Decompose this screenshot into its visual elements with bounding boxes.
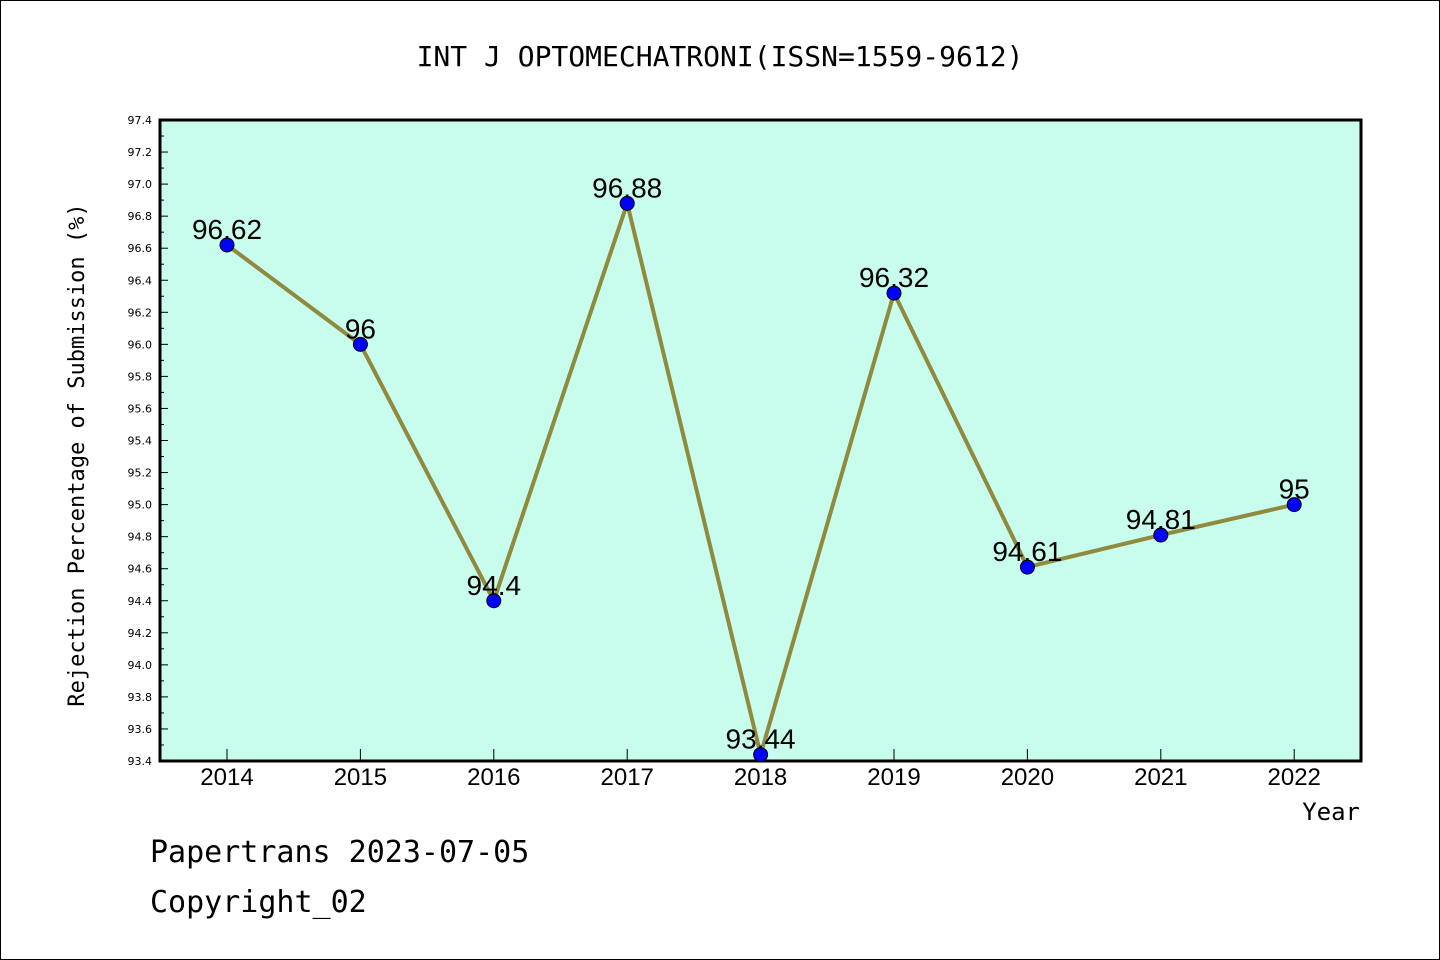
data-point [753,747,769,763]
data-label: 96.88 [592,172,662,203]
x-tick-label: 2016 [467,764,520,791]
data-labels: 96.62 96 94.4 96.88 93.44 96.32 94.61 94.81 95 [192,172,1310,754]
y-tick-label: 94.2 [128,627,153,640]
data-label: 94.4 [467,570,522,601]
x-tick-label: 2014 [200,764,253,791]
x-tick-label: 2019 [867,764,920,791]
x-axis: 2014 2015 2016 2017 2018 2019 2020 2021 2022 [200,749,1321,791]
y-tick-label: 97.0 [128,178,153,191]
plot-area [158,118,1363,763]
y-tick-label: 94.6 [128,563,153,576]
series-markers [219,195,1302,763]
y-tick-label: 95.4 [128,435,153,448]
y-tick-label: 94.0 [128,659,153,672]
y-tick-label: 94.8 [128,531,153,544]
data-label: 96.32 [859,262,929,293]
data-label: 96.62 [192,214,262,245]
y-tick-label: 96.4 [128,274,153,287]
y-tick-label: 93.6 [128,723,153,736]
x-tick-label: 2017 [601,764,654,791]
data-label: 94.61 [992,536,1062,567]
y-tick-label: 96.2 [128,306,153,319]
y-tick-label: 96.6 [128,242,153,255]
data-label: 95 [1279,474,1310,505]
y-tick-label: 95.8 [128,370,153,383]
data-label: 96 [345,313,376,344]
y-tick-label: 95.0 [128,499,153,512]
data-point [486,593,502,609]
data-point [1286,497,1302,513]
y-axis: 93.4 93.6 93.8 94.0 94.2 94.4 94.6 94.8 95.0 95.2… [128,114,168,768]
data-point [219,237,235,253]
y-tick-label: 96.8 [128,210,153,223]
x-tick-label: 2015 [334,764,387,791]
x-tick-label: 2018 [734,764,787,791]
data-point [352,336,368,352]
y-tick-label: 97.4 [128,114,153,127]
data-point [1019,559,1035,575]
data-label: 94.81 [1126,504,1196,535]
y-tick-label: 95.6 [128,402,153,415]
y-tick-label: 97.2 [128,146,153,159]
data-point [1153,527,1169,543]
y-tick-label: 94.4 [128,595,153,608]
data-label: 93.44 [726,724,796,755]
y-tick-label: 93.8 [128,691,153,704]
data-point [619,195,635,211]
y-tick-label: 93.4 [128,755,153,768]
x-axis-title: Year [1302,798,1360,826]
x-tick-label: 2021 [1134,764,1187,791]
x-tick-label: 2020 [1001,764,1054,791]
footer-date-line: Papertrans 2023-07-05 [150,835,530,870]
y-tick-label: 96.0 [128,338,153,351]
x-tick-label: 2022 [1268,764,1321,791]
y-axis-title: Rejection Percentage of Submission (%) [65,203,90,706]
footer-copyright-line: Copyright_02 [150,885,367,920]
chart-title: INT J OPTOMECHATRONI(ISSN=1559-9612) [417,40,1024,73]
y-tick-label: 95.2 [128,467,153,480]
data-point [886,285,902,301]
